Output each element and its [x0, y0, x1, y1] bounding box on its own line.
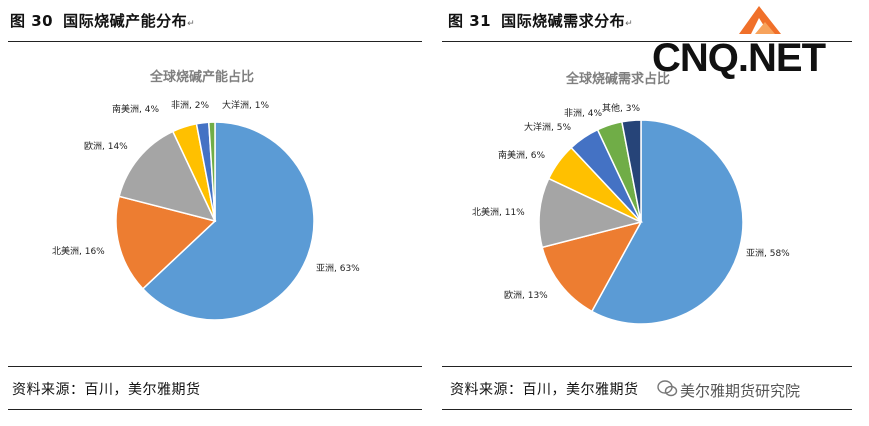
figure-31-caption: 国际烧碱需求分布: [501, 12, 626, 30]
left-pie-data-label-0: 亚洲, 63%: [316, 263, 360, 274]
top-rule: [442, 41, 852, 42]
cnq-logo-icon: [739, 6, 781, 34]
figure-30-caption: 国际烧碱产能分布: [63, 12, 188, 30]
right-pie-slice-6: [621, 119, 642, 223]
figure-30-title: 图 30 国际烧碱产能分布↵: [10, 10, 195, 31]
mid-rule: [442, 366, 852, 367]
site-watermark: CNQ.NET: [652, 36, 826, 80]
chart-title-left: 全球烧碱产能占比: [150, 70, 255, 85]
top-rule: [8, 41, 422, 42]
left-pie-slice-2: [118, 130, 217, 223]
pie-chart-left: 亚洲, 63% 北美洲, 16% 欧洲, 14% 南美洲, 4% 非洲, 2% 大洋洲, …: [52, 99, 360, 321]
figure-31-panel: 图 31 国际烧碱需求分布↵ 全球烧碱需求占比 亚洲, 58% 欧洲, 13% 北美洲…: [438, 0, 869, 426]
wechat-icon: [657, 380, 678, 397]
right-pie-data-label-2: 北美洲, 11%: [472, 206, 525, 218]
right-pie-data-label-4: 大洋洲, 5%: [524, 121, 571, 133]
chart-title-right: 全球烧碱需求占比: [566, 72, 671, 87]
right-pie-data-label-1: 欧洲, 13%: [504, 289, 548, 301]
left-pie-data-label-2: 欧洲, 14%: [84, 140, 128, 152]
right-pie-data-label-0: 亚洲, 58%: [746, 248, 790, 259]
wechat-watermark: 美尔雅期货研究院: [680, 382, 801, 400]
right-pie-slice-0: [590, 119, 744, 325]
right-pie-slice-1: [541, 220, 643, 313]
left-pie-data-label-4: 非洲, 2%: [171, 99, 209, 111]
right-pie-data-label-3: 南美洲, 6%: [498, 149, 545, 161]
left-pie-data-label-1: 北美洲, 16%: [52, 245, 105, 257]
left-pie-data-label-5: 大洋洲, 1%: [222, 99, 269, 111]
figure-31-title: 图 31 国际烧碱需求分布↵: [448, 10, 633, 31]
bottom-rule: [8, 409, 422, 410]
figure-30-panel: 图 30 国际烧碱产能分布↵ 全球烧碱产能占比 亚洲, 63% 北美洲, 16% 欧洲…: [0, 0, 430, 426]
source-note-right: 资料来源：百川，美尔雅期货: [450, 382, 639, 398]
right-pie-slice-2: [538, 177, 644, 249]
pie-chart-right: 亚洲, 58% 欧洲, 13% 北美洲, 11% 南美洲, 6% 大洋洲, 5% 非洲, …: [472, 102, 790, 325]
wechat-watermark-bg: [655, 376, 855, 404]
mid-rule: [8, 366, 422, 367]
paragraph-mark: ↵: [625, 19, 634, 29]
right-pie-data-label-5: 非洲, 4%: [564, 107, 602, 119]
figure-30-number: 图 30: [10, 12, 54, 30]
figure-31-number: 图 31: [448, 12, 492, 30]
source-note-left: 资料来源：百川，美尔雅期货: [12, 382, 201, 398]
bottom-rule: [442, 409, 852, 410]
paragraph-mark: ↵: [187, 19, 196, 29]
left-pie-slice-5: [207, 121, 216, 222]
right-pie-data-label-6: 其他, 3%: [602, 102, 640, 114]
left-pie-slice-1: [115, 195, 217, 290]
left-pie-data-label-3: 南美洲, 4%: [112, 103, 159, 115]
left-pie-slice-0: [141, 121, 315, 321]
